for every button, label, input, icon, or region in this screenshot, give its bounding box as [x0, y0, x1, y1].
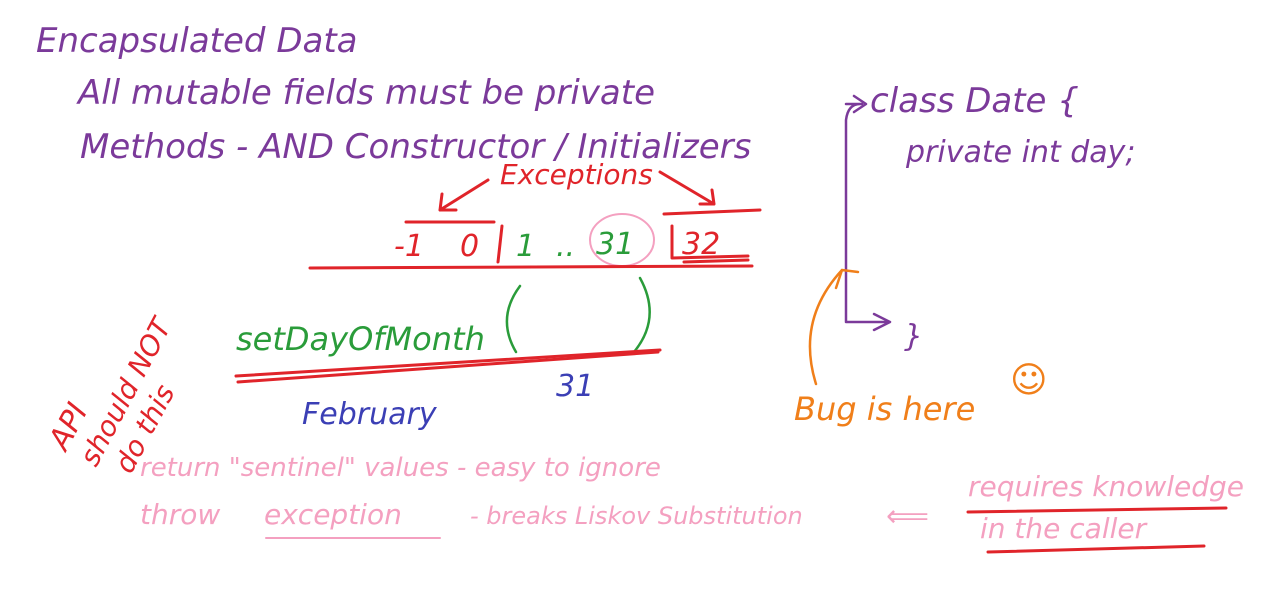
right-box	[662, 208, 762, 260]
throw-prefix: throw	[140, 498, 220, 531]
month-label: February	[302, 397, 438, 432]
fields-private-text: All mutable fields must be private	[76, 73, 655, 113]
value-1: 1	[516, 229, 535, 264]
arg-31: 31	[556, 369, 594, 404]
exception-arrow-left	[438, 178, 490, 212]
caller-arrow: ⟸	[886, 499, 929, 534]
methods-constructor-text: Methods - AND Constructor / Initializers	[80, 127, 751, 167]
close-paren	[632, 276, 651, 354]
range-dots: ..	[556, 229, 575, 264]
bug-arrow	[808, 268, 860, 386]
number-line	[308, 264, 754, 270]
method-call-text: setDayOfMonth	[236, 320, 485, 358]
caller-note-strike-1	[966, 506, 1228, 514]
throw-suffix: - breaks Liskov Substitution	[470, 502, 803, 530]
strike-line-1	[234, 348, 662, 378]
class-bracket-arrow	[844, 94, 892, 332]
heading-text: Encapsulated Data	[36, 21, 358, 61]
bug-note: Bug is here	[794, 390, 975, 428]
caller-note-strike-2	[986, 544, 1206, 554]
value-neg1: -1	[394, 229, 424, 264]
value-32: 32	[682, 227, 720, 262]
exception-arrow-right	[658, 170, 716, 206]
value-31: 31	[596, 227, 634, 262]
exception-word: exception	[264, 498, 402, 531]
closing-brace: }	[904, 319, 923, 354]
open-paren	[505, 284, 522, 354]
strike-line-2	[236, 350, 660, 384]
caller-note-line2: in the caller	[980, 512, 1148, 545]
field-declaration: private int day;	[905, 135, 1136, 170]
value-32-underline	[682, 258, 750, 264]
exceptions-label: Exceptions	[500, 158, 653, 191]
smiley: ☺	[1010, 360, 1048, 401]
separator-mark	[496, 224, 504, 264]
caller-note-line1: requires knowledge	[968, 470, 1244, 503]
value-0: 0	[460, 229, 479, 264]
sentinel-line: return "sentinel" values - easy to ignor…	[140, 453, 661, 483]
class-declaration: class Date {	[870, 81, 1079, 121]
